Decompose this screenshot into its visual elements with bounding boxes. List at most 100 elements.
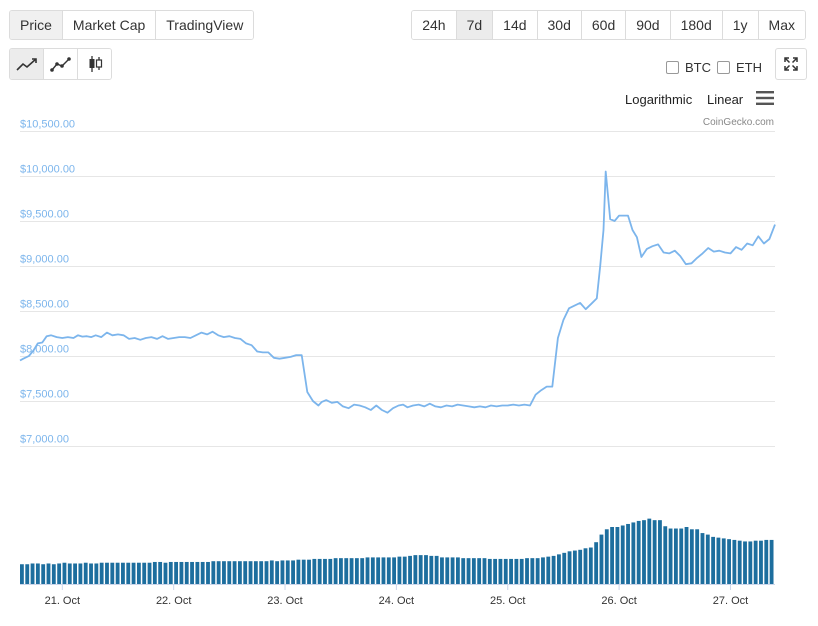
volume-bar xyxy=(328,558,333,584)
volume-bar xyxy=(748,541,753,584)
volume-bar xyxy=(184,561,189,584)
volume-bar xyxy=(253,561,258,584)
volume-bar xyxy=(227,561,232,584)
volume-bar xyxy=(455,557,460,584)
volume-bar xyxy=(190,561,194,584)
line-chart-button[interactable] xyxy=(10,49,44,79)
volume-bar xyxy=(408,555,412,584)
volume-bar xyxy=(397,556,402,584)
volume-bar xyxy=(525,558,529,584)
volume-bar xyxy=(567,551,572,584)
volume-bar xyxy=(546,556,551,584)
range-14d[interactable]: 14d xyxy=(493,11,538,39)
y-tick-label: $8,000.00 xyxy=(20,344,69,356)
x-tick-label: 24. Oct xyxy=(379,595,414,607)
volume-bar xyxy=(509,558,513,584)
volume-bar xyxy=(275,561,280,584)
chart-credit: CoinGecko.com xyxy=(702,117,774,128)
range-90d[interactable]: 90d xyxy=(626,11,671,39)
range-180d[interactable]: 180d xyxy=(670,11,723,39)
volume-bar xyxy=(41,564,46,584)
tab-market-cap[interactable]: Market Cap xyxy=(62,11,157,39)
volume-bar xyxy=(578,549,583,584)
x-tick-label: 21. Oct xyxy=(45,595,80,607)
volume-bar xyxy=(626,523,630,584)
volume-bar xyxy=(705,534,710,584)
volume-bar xyxy=(163,562,168,584)
chart-menu-button[interactable] xyxy=(756,91,774,110)
volume-bar xyxy=(110,562,115,584)
candlestick-chart-button[interactable] xyxy=(78,49,111,79)
candlestick-chart-icon xyxy=(89,56,102,72)
volume-bar xyxy=(216,561,221,584)
volume-bar xyxy=(663,526,668,584)
volume-bar xyxy=(466,558,471,584)
volume-bar xyxy=(296,559,301,584)
volume-bar xyxy=(62,562,67,584)
logarithmic-scale-button[interactable]: Logarithmic xyxy=(625,92,693,107)
volume-bar xyxy=(147,562,152,584)
range-max[interactable]: Max xyxy=(758,11,805,39)
volume-bar xyxy=(684,527,689,584)
volume-bar xyxy=(440,557,444,584)
volume-bar xyxy=(105,562,109,584)
volume-bar xyxy=(557,554,561,584)
y-tick-label: $9,000.00 xyxy=(20,254,69,266)
volume-bar xyxy=(46,563,51,584)
fullscreen-button[interactable] xyxy=(775,48,807,80)
line-markers-chart-button[interactable] xyxy=(44,49,78,79)
volume-bar xyxy=(248,561,253,584)
hamburger-menu-icon xyxy=(756,91,774,105)
volume-bar xyxy=(323,558,327,584)
volume-bar xyxy=(370,557,375,584)
x-tick-label: 23. Oct xyxy=(267,595,302,607)
volume-bar xyxy=(206,561,210,584)
volume-bar xyxy=(94,563,99,584)
volume-bar xyxy=(732,539,737,584)
volume-bar xyxy=(418,555,423,584)
volume-bar xyxy=(312,558,317,584)
volume-bar xyxy=(493,558,498,584)
volume-bar xyxy=(307,559,311,584)
volume-bar xyxy=(222,561,226,584)
range-60d[interactable]: 60d xyxy=(581,11,627,39)
volume-bar xyxy=(519,558,524,584)
volume-bar xyxy=(20,564,24,584)
volume-bar xyxy=(158,561,163,584)
range-1y[interactable]: 1y xyxy=(722,11,759,39)
volume-bar xyxy=(429,555,434,584)
range-7d[interactable]: 7d xyxy=(456,11,494,39)
volume-bar xyxy=(689,529,694,584)
volume-bar xyxy=(200,561,205,584)
volume-bar xyxy=(83,562,88,584)
range-24h[interactable]: 24h xyxy=(412,11,457,39)
range-30d[interactable]: 30d xyxy=(537,11,582,39)
volume-bar xyxy=(354,558,359,584)
volume-bar xyxy=(168,561,173,584)
volume-bar xyxy=(237,561,242,584)
volume-bar xyxy=(35,563,40,584)
volume-bar xyxy=(376,557,381,584)
linear-scale-button[interactable]: Linear xyxy=(707,92,744,107)
tab-tradingview[interactable]: TradingView xyxy=(156,11,254,39)
volume-bar xyxy=(477,558,482,584)
volume-bar xyxy=(604,529,609,584)
tab-price[interactable]: Price xyxy=(10,11,63,39)
volume-bar xyxy=(759,540,763,584)
y-tick-label: $7,500.00 xyxy=(20,389,69,401)
x-tick-label: 26. Oct xyxy=(601,595,636,607)
chart-type-selector xyxy=(9,48,112,80)
volume-bar xyxy=(30,563,35,584)
volume-bar xyxy=(232,561,237,584)
volume-bar xyxy=(259,561,264,584)
volume-bar xyxy=(700,533,705,584)
compare-eth-checkbox[interactable]: ETH xyxy=(717,60,762,75)
volume-bar xyxy=(642,520,646,584)
volume-bar xyxy=(562,552,567,584)
volume-bar xyxy=(291,560,295,584)
volume-bar xyxy=(349,558,354,584)
compare-btc-checkbox[interactable]: BTC xyxy=(666,60,711,75)
volume-bar xyxy=(381,557,386,584)
volume-bar xyxy=(727,539,731,584)
